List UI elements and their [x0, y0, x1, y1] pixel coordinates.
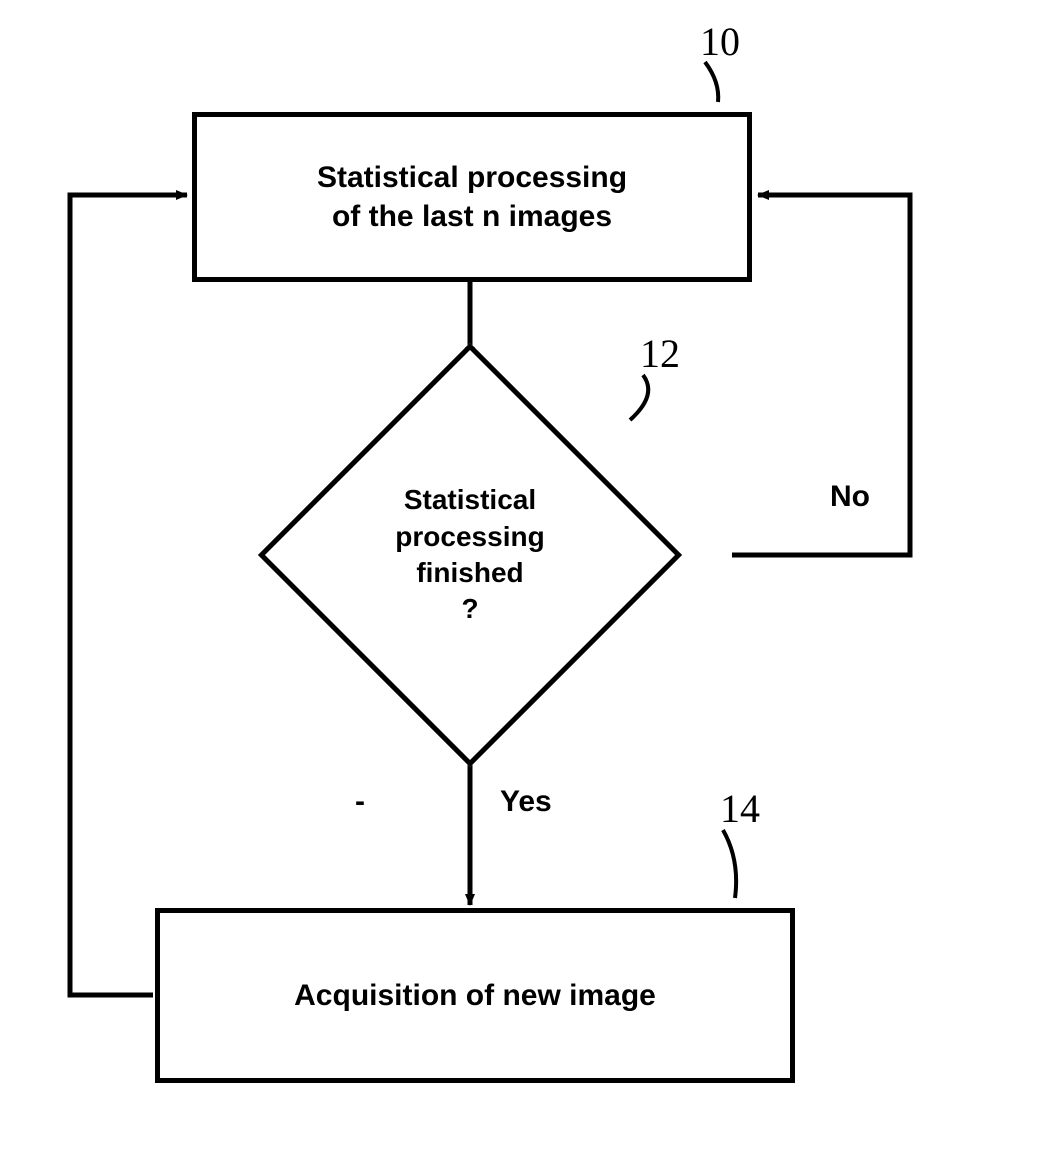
edge-decision-no-loop: [732, 195, 910, 555]
ref-label-12: 12: [640, 330, 680, 377]
ref-label-10: 10: [700, 18, 740, 65]
process-acquisition-text: Acquisition of new image: [294, 976, 656, 1015]
edge-label-yes: Yes: [500, 785, 552, 819]
edge-feedback-loop: [70, 195, 187, 995]
decision-wrap: [210, 360, 730, 750]
ref-label-14: 14: [720, 785, 760, 832]
decision-diamond: [258, 343, 682, 767]
edge-label-no: No: [830, 480, 870, 514]
ref-tick-14: [723, 830, 736, 898]
ref-tick-10: [705, 62, 718, 102]
flowchart-container: Statistical processing of the last n ima…: [0, 0, 1063, 1159]
process-acquisition: Acquisition of new image: [155, 908, 795, 1083]
process-statistical: Statistical processing of the last n ima…: [192, 112, 752, 282]
stray-dash: -: [355, 785, 365, 819]
process-statistical-text: Statistical processing of the last n ima…: [317, 158, 627, 236]
